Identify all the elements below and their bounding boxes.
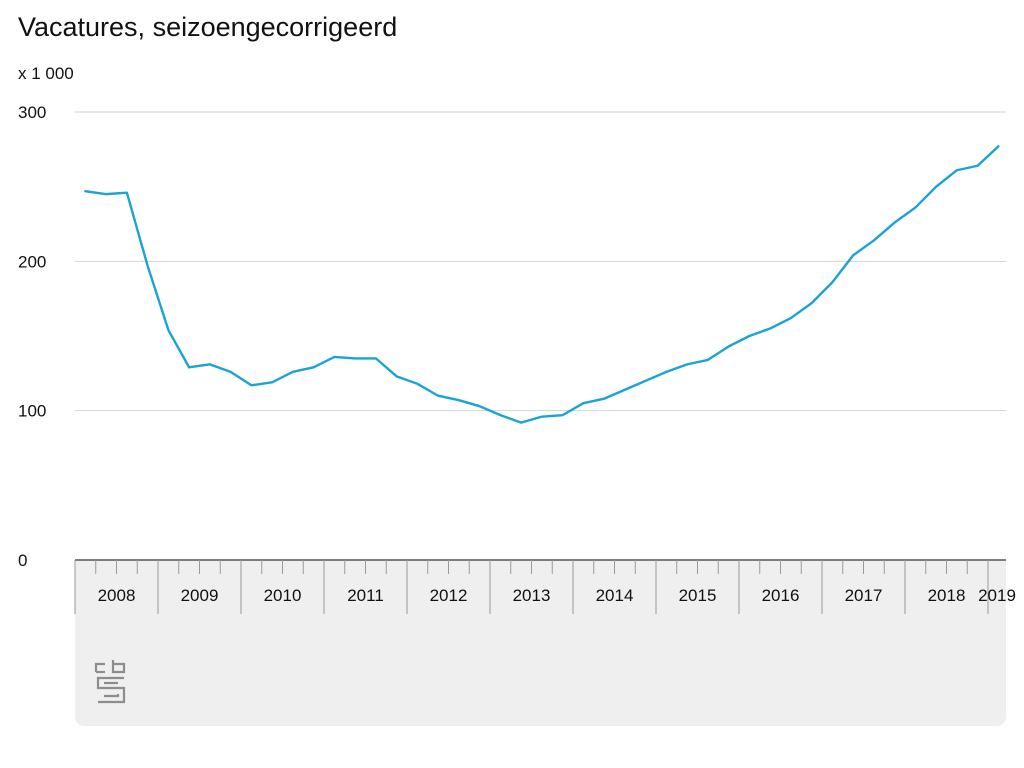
data-point [644,380,646,382]
x-tick-label: 2010 [264,586,302,605]
data-point [209,363,211,365]
data-point [354,357,356,359]
data-point [686,363,688,365]
data-point [707,359,709,361]
data-point [790,317,792,319]
data-point [769,327,771,329]
x-tick-label: 2013 [513,586,551,605]
x-tick-label: 2015 [679,586,717,605]
data-point [831,281,833,283]
y-tick-label: 300 [18,103,46,122]
x-tick-label: 2019 [978,586,1016,605]
data-point [582,402,584,404]
cbs-logo-icon [94,660,126,704]
data-point [603,398,605,400]
data-point [292,371,294,373]
data-point [935,185,937,187]
data-point [188,366,190,368]
chart-title: Vacatures, seizoengecorrigeerd [18,12,398,42]
data-point [893,221,895,223]
data-point [914,206,916,208]
data-point [810,302,812,304]
x-tick-label: 2016 [762,586,800,605]
data-point [416,383,418,385]
y-unit-label: x 1 000 [18,64,74,83]
data-point [541,415,543,417]
data-point [478,405,480,407]
data-point [852,254,854,256]
y-tick-label: 0 [18,551,27,570]
data-point [229,371,231,373]
data-point [458,399,460,401]
data-point [976,165,978,167]
series-line [84,145,1000,424]
y-tick-label: 200 [18,252,46,271]
data-point [395,375,397,377]
x-tick-label: 2014 [596,586,634,605]
x-tick-label: 2008 [98,586,136,605]
chart-footer-panel [75,560,1006,726]
data-point [665,371,667,373]
data-point [333,356,335,358]
data-point [105,193,107,195]
data-point [271,381,273,383]
data-point [997,145,999,147]
data-point [561,414,563,416]
x-tick-label: 2011 [347,586,384,605]
data-point [250,384,252,386]
x-tick-label: 2018 [928,586,966,605]
data-point [146,265,148,267]
x-tick-label: 2017 [845,586,883,605]
data-point [126,191,128,193]
data-point [748,335,750,337]
data-point [167,329,169,331]
data-point [727,345,729,347]
data-point [375,357,377,359]
data-point [312,366,314,368]
x-tick-label: 2012 [430,586,468,605]
data-point [437,395,439,397]
data-point [84,190,86,192]
data-point [624,389,626,391]
data-point [499,414,501,416]
data-point [873,239,875,241]
data-point [520,421,522,423]
y-tick-label: 100 [18,402,46,421]
data-point [956,169,958,171]
x-tick-label: 2009 [181,586,219,605]
